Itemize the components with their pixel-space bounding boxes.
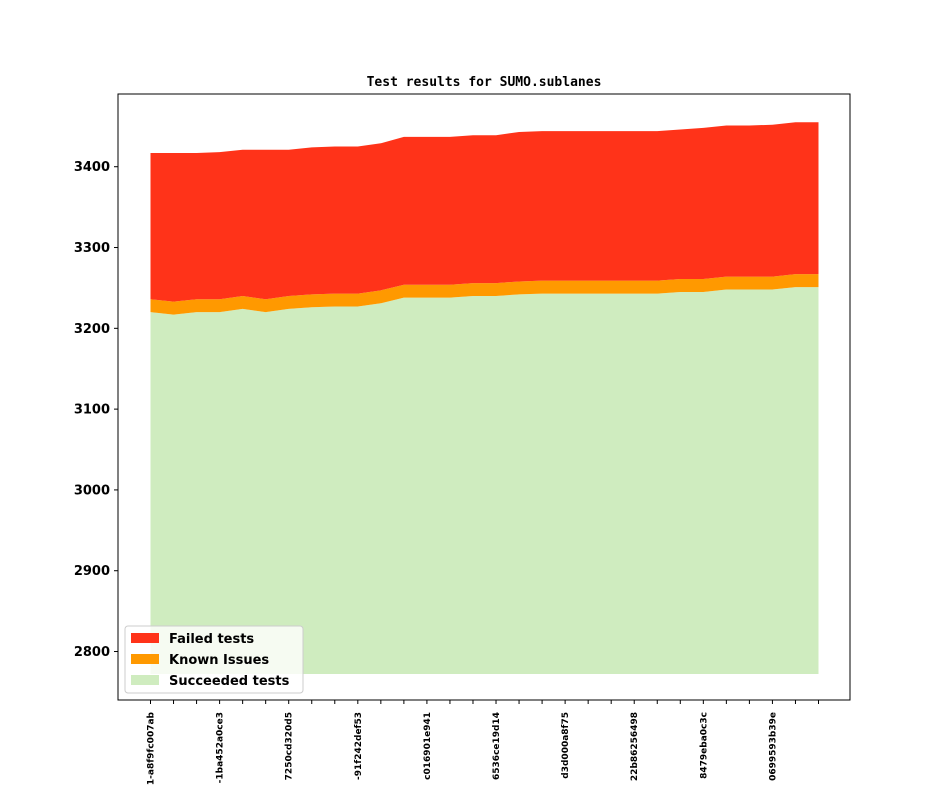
area-failed-tests [150,122,819,302]
y-tick-label: 3200 [74,322,110,337]
x-tick-label: 8479eba0c3c [699,712,709,779]
y-tick-label: 3300 [74,241,110,256]
legend-swatch [131,633,159,643]
x-axis: 1-a8f9fc007ab -1ba452a0ce3 7250cd320d5 -91f… [147,700,819,785]
y-tick-label: 3000 [74,483,110,498]
y-tick-label: 3100 [74,403,110,418]
x-tick-label: -91f242def53 [354,712,364,780]
legend-label: Known Issues [169,653,269,668]
area-known-issues [150,274,819,315]
x-tick-label: 0699593b39e [768,712,778,781]
chart-title: Test results for SUMO.sublanes [367,75,602,90]
legend: Failed tests Known Issues Succeeded tests [124,625,304,694]
y-tick-label: 3400 [74,160,110,175]
x-tick-label: 6536ce19d14 [492,712,502,780]
legend-label: Succeeded tests [169,674,290,689]
y-tick-label: 2800 [74,645,110,660]
legend-swatch [131,675,159,685]
y-axis: 2800 2900 3000 3100 3200 3300 3400 [74,160,118,660]
y-tick-label: 2900 [74,564,110,579]
legend-box [124,625,304,694]
plot-areas [150,122,819,674]
x-tick-label: c016901e941 [423,712,433,780]
x-tick-label: d3d000a8f75 [561,712,571,779]
x-tick-label: 1-a8f9fc007ab [147,711,157,785]
x-tick-label: -1ba452a0ce3 [216,712,226,783]
x-tick-label: 22b86256498 [630,712,640,781]
area-succeeded-tests [150,287,819,674]
legend-swatch [131,654,159,664]
plot-frame [117,93,851,701]
legend-label: Failed tests [169,632,254,647]
x-tick-label: 7250cd320d5 [285,712,295,780]
